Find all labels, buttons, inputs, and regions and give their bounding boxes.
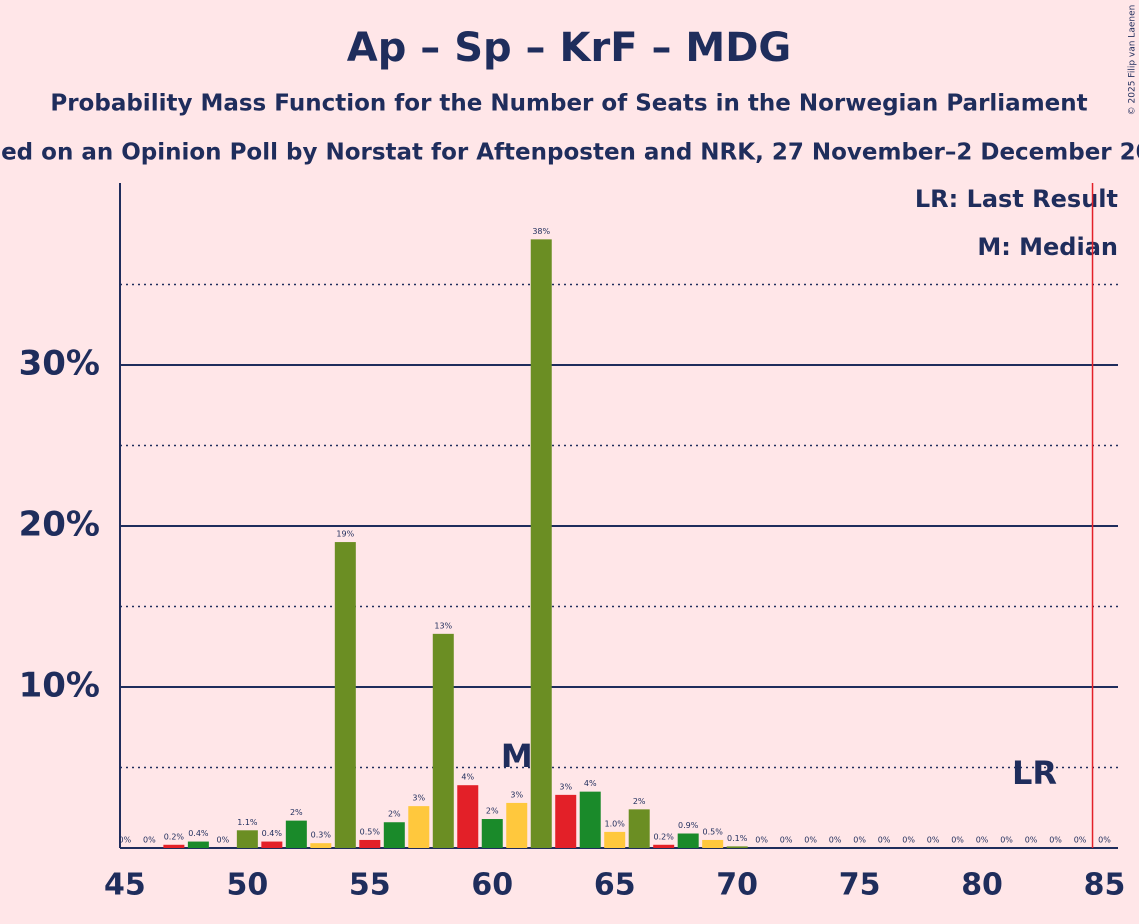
value-label: 0% (804, 836, 817, 845)
x-tick-label: 75 (839, 868, 881, 903)
bar (481, 819, 503, 848)
value-label: 0.3% (311, 831, 332, 840)
value-label: 38% (532, 227, 550, 236)
bar (383, 822, 405, 848)
bar (530, 239, 552, 848)
x-tick-label: 65 (594, 868, 636, 903)
value-label: 0.5% (703, 827, 724, 836)
bar (310, 843, 332, 848)
x-tick-label: 45 (104, 868, 146, 903)
value-label: 0% (878, 836, 891, 845)
value-label: 0% (951, 836, 964, 845)
value-label: 0% (853, 836, 866, 845)
value-label: 0.9% (678, 821, 699, 830)
value-label: 0% (1000, 836, 1013, 845)
y-tick-label: 20% (19, 504, 100, 544)
value-label: 4% (584, 779, 597, 788)
bar (604, 831, 626, 848)
x-tick-label: 50 (226, 868, 268, 903)
value-label: 0% (1074, 836, 1087, 845)
value-label: 0% (902, 836, 915, 845)
value-label: 0% (1025, 836, 1038, 845)
bar (628, 809, 650, 848)
bar (163, 844, 185, 848)
value-label: 3% (559, 782, 572, 791)
bar (236, 830, 258, 848)
value-label: 0.2% (164, 832, 185, 841)
bar (334, 542, 356, 848)
value-label: 1.1% (237, 818, 258, 827)
bar (677, 833, 699, 848)
y-tick-label: 10% (19, 665, 100, 705)
value-label: 0% (1049, 836, 1062, 845)
x-tick-label: 80 (961, 868, 1003, 903)
value-label: 1.0% (605, 819, 626, 828)
chart-subtitle: Based on an Opinion Poll by Norstat for … (0, 140, 1139, 166)
value-label: 13% (434, 621, 452, 630)
value-label: 0% (1098, 836, 1111, 845)
value-label: 2% (486, 807, 499, 816)
x-tick-label: 70 (716, 868, 758, 903)
bar (506, 802, 528, 848)
last-result-label: LR (1012, 754, 1057, 792)
bar (555, 794, 577, 848)
bar (261, 841, 283, 848)
bar (285, 820, 307, 848)
y-tick-label: 30% (19, 343, 100, 383)
bar (702, 839, 724, 848)
value-label: 19% (336, 530, 354, 539)
bar (653, 844, 675, 848)
x-tick-label: 85 (1084, 868, 1126, 903)
bar (432, 633, 454, 848)
median-label: M (501, 737, 533, 775)
value-label: 3% (510, 790, 523, 799)
value-label: 3% (412, 794, 425, 803)
bar (408, 806, 430, 848)
x-tick-label: 55 (349, 868, 391, 903)
value-label: 0% (119, 836, 132, 845)
chart-title: Ap – Sp – KrF – MDG (347, 25, 791, 71)
x-tick-label: 60 (471, 868, 513, 903)
value-label: 0% (755, 836, 768, 845)
value-label: 0.5% (360, 827, 381, 836)
legend-lr: LR: Last Result (915, 185, 1118, 213)
bar (457, 785, 479, 848)
value-label: 0% (927, 836, 940, 845)
value-label: 0.1% (727, 834, 748, 843)
value-label: 0% (217, 836, 230, 845)
value-label: 4% (461, 773, 474, 782)
bar (187, 841, 209, 848)
value-label: 2% (388, 810, 401, 819)
value-label: 0% (976, 836, 989, 845)
value-label: 0% (780, 836, 793, 845)
bar (359, 839, 381, 848)
chart-subtitle: Probability Mass Function for the Number… (50, 91, 1087, 117)
value-label: 2% (290, 808, 303, 817)
value-label: 0.2% (654, 832, 675, 841)
value-label: 2% (633, 797, 646, 806)
bar (579, 791, 601, 848)
copyright: © 2025 Filip van Laenen (1128, 5, 1138, 116)
bar (726, 846, 748, 848)
value-label: 0% (143, 836, 156, 845)
value-label: 0.4% (188, 829, 209, 838)
legend-median: M: Median (977, 233, 1118, 261)
value-label: 0.4% (262, 829, 283, 838)
value-label: 0% (829, 836, 842, 845)
